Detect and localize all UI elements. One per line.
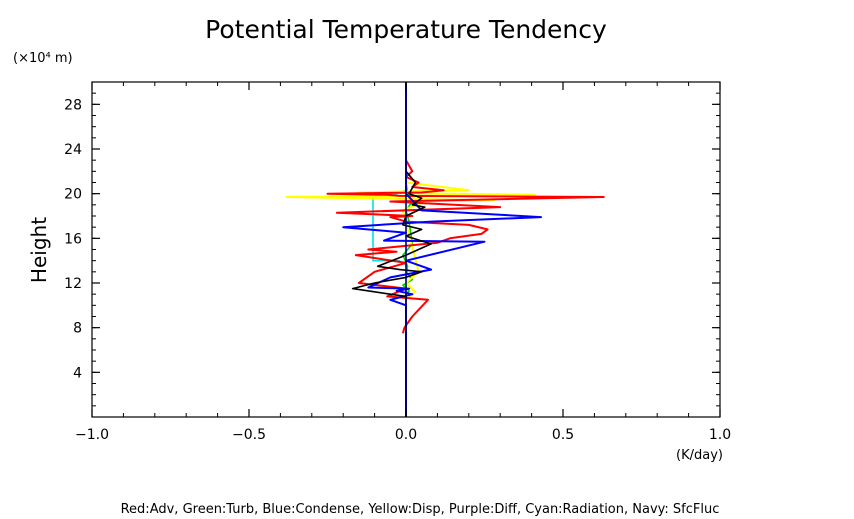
series-line-adv — [326, 82, 605, 334]
y-axis-unit: (×10⁴ m) — [13, 51, 73, 66]
series-line-disp — [285, 82, 536, 417]
x-tick-label: 0.5 — [552, 427, 574, 443]
y-tick-label: 12 — [64, 276, 82, 292]
series-line-net — [351, 82, 432, 417]
series-layer — [285, 82, 605, 417]
x-tick-label: −0.5 — [232, 427, 266, 443]
y-ticks: 4 8 12 16 20 24 28 — [64, 92, 720, 407]
x-ticks: −1.0 −0.5 0.0 0.5 1.0 — [75, 82, 731, 443]
x-tick-label: −1.0 — [75, 427, 109, 443]
series-line-turb — [402, 82, 414, 417]
chart-title: Potential Temperature Tendency — [205, 15, 607, 44]
y-tick-label: 24 — [64, 142, 82, 158]
y-tick-label: 20 — [64, 187, 82, 203]
y-axis-label: Height — [27, 217, 51, 283]
x-tick-label: 1.0 — [709, 427, 731, 443]
legend-caption: Red:Adv, Green:Turb, Blue:Condense, Yell… — [121, 502, 720, 517]
y-tick-label: 16 — [64, 231, 82, 247]
x-tick-label: 0.0 — [395, 427, 417, 443]
y-tick-label: 4 — [73, 365, 82, 381]
x-axis-unit: (K/day) — [676, 448, 723, 463]
y-tick-label: 28 — [64, 97, 82, 113]
y-tick-label: 8 — [73, 321, 82, 337]
